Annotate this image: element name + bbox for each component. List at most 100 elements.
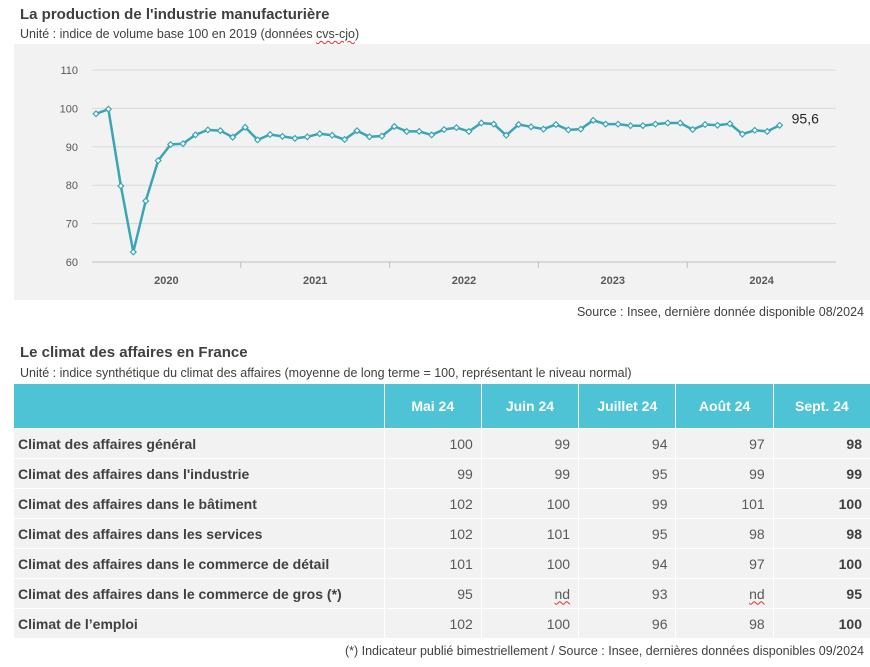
table-cell: 95 (383, 578, 482, 609)
table-row: Climat des affaires dans le commerce de … (14, 578, 870, 609)
climate-table: Mai 24 Juin 24 Juillet 24 Août 24 Sept. … (14, 384, 870, 638)
data-point (365, 133, 374, 141)
chart-subtitle-text: Unité : indice de volume base 100 en 201… (20, 27, 317, 41)
table-row: Climat des affaires général 100 99 94 97 98 (14, 428, 870, 459)
data-point (291, 134, 299, 143)
data-point (266, 130, 274, 139)
line-chart: 60 70 80 90 100 110 2020 2021 2022 2023 2024 95,6 (60, 65, 836, 287)
table-row: Climat des affaires dans l'industrie 99 99… (14, 458, 870, 489)
chart-subtitle: Unité : indice de volume base 100 en 201… (20, 27, 359, 41)
data-point (465, 127, 473, 136)
data-point (589, 116, 597, 124)
table-cell: 99 (383, 458, 482, 489)
table-cell: 101 (383, 548, 482, 579)
table-cell: 100 (480, 488, 579, 519)
data-point (142, 197, 150, 205)
data-point (514, 120, 523, 129)
header-col-mai: Mai 24 (383, 384, 482, 429)
table-cell: 99 (578, 488, 676, 519)
data-point (129, 248, 137, 256)
table-cell: nd (675, 578, 774, 609)
table-cell: 98 (772, 428, 870, 459)
data-point (104, 105, 113, 113)
table-footnote: (*) Indicateur publié bimestriellement /… (344, 644, 864, 658)
data-point (639, 122, 647, 130)
table-cell: 100 (480, 608, 579, 638)
data-point (390, 122, 398, 131)
header-col-aout: Août 24 (675, 384, 774, 429)
table-row: Climat de l’emploi 102 100 96 98 100 (14, 608, 870, 638)
data-point (253, 136, 262, 144)
chart-subtitle-end: ) (354, 27, 360, 41)
data-point (564, 126, 572, 134)
table-cell: 102 (383, 518, 482, 549)
table-cell: 101 (480, 518, 579, 549)
data-point (776, 121, 784, 129)
data-point (154, 156, 162, 165)
x-tick-label: 2022 (452, 275, 476, 287)
table-cell: 100 (772, 488, 870, 519)
data-point (303, 133, 311, 141)
table-cell: 95 (578, 518, 676, 549)
data-point (353, 127, 361, 135)
data-point (651, 120, 659, 128)
table-row: Climat des affaires dans les services 102… (14, 518, 870, 549)
series-line (95, 107, 781, 253)
data-point (751, 126, 759, 134)
data-point (701, 120, 709, 129)
row-label: Climat des affaires dans les services (14, 518, 385, 549)
table-cell: nd (480, 578, 579, 609)
data-point (614, 120, 622, 128)
y-tick-label: 60 (66, 257, 78, 269)
x-tick-label: 2020 (154, 275, 178, 287)
cell-value: nd (749, 585, 765, 602)
data-point (527, 123, 535, 131)
data-point (626, 122, 635, 130)
data-point (229, 133, 237, 141)
row-label: Climat de l’emploi (14, 608, 385, 638)
data-point (179, 140, 187, 148)
row-label: Climat des affaires dans le commerce de … (14, 548, 385, 579)
table-row: Climat des affaires dans le commerce de … (14, 548, 870, 579)
data-point (577, 125, 585, 133)
table-cell: 99 (772, 458, 870, 489)
data-point (427, 131, 436, 139)
chart-panel: 60 70 80 90 100 110 2020 2021 2022 2023 2024 95,6 (14, 44, 870, 300)
table-cell: 97 (675, 548, 774, 579)
table-cell: 94 (578, 428, 676, 459)
header-col-juin: Juin 24 (480, 384, 579, 429)
table-cell: 102 (383, 608, 482, 638)
table-subtitle: Unité : indice synthétique du climat des… (20, 366, 632, 380)
table-cell: 99 (480, 428, 579, 459)
last-value-label: 95,6 (792, 110, 819, 126)
y-tick-label: 90 (66, 142, 78, 154)
data-point (552, 120, 560, 129)
y-tick-label: 100 (60, 103, 78, 115)
data-point (477, 119, 485, 127)
data-point (490, 120, 498, 128)
data-point (278, 132, 287, 141)
header-col-sept: Sept. 24 (772, 384, 870, 429)
data-point (713, 121, 722, 129)
data-point (166, 140, 175, 149)
data-point (601, 120, 610, 128)
x-tick-label: 2021 (303, 275, 327, 287)
data-point (440, 125, 448, 134)
chart-subtitle-cvscjo: cvs-cjo (316, 27, 355, 41)
data-point (738, 130, 747, 138)
data-point (502, 131, 510, 139)
table-cell: 100 (772, 608, 870, 638)
table-cell: 94 (578, 548, 676, 579)
header-empty (14, 384, 385, 429)
y-tick-label: 80 (66, 180, 78, 192)
row-label: Climat des affaires général (14, 428, 385, 459)
data-point (452, 123, 461, 132)
y-tick-label: 110 (60, 65, 78, 77)
x-tick-label: 2024 (749, 275, 774, 287)
data-point (340, 135, 349, 144)
data-point (403, 127, 411, 136)
row-label: Climat des affaires dans le bâtiment (14, 488, 385, 519)
data-point (241, 123, 249, 131)
table-cell: 100 (480, 548, 579, 579)
table-cell: 97 (675, 428, 774, 459)
